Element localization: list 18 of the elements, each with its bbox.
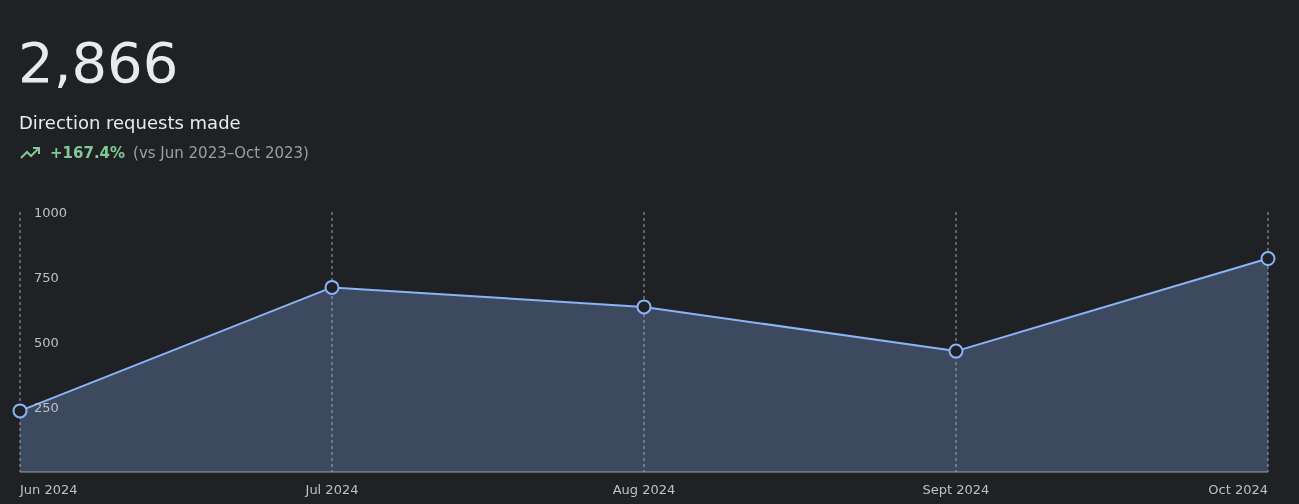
y-tick-label: 1000: [34, 205, 68, 220]
x-tick-label: Jul 2024: [304, 482, 359, 497]
x-tick-label: Jun 2024: [19, 482, 78, 497]
point: [324, 279, 340, 295]
x-tick-label: Sept 2024: [922, 482, 990, 497]
chart-subtitle: Direction requests made: [19, 112, 241, 133]
y-tick-label: 250: [34, 400, 59, 415]
point: [1260, 251, 1276, 267]
text: (vs Jun 2023–Oct 2023): [133, 144, 309, 162]
chart-title: 2,866: [18, 30, 179, 95]
x-tick-label: Aug 2024: [612, 482, 676, 497]
text: +167.4%: [50, 144, 126, 162]
point: [12, 403, 28, 419]
point: [636, 299, 652, 315]
x-tick-label: Oct 2024: [1208, 482, 1268, 497]
y-tick-label: 750: [34, 270, 59, 285]
point: [948, 343, 964, 359]
y-tick-label: 500: [34, 335, 59, 350]
